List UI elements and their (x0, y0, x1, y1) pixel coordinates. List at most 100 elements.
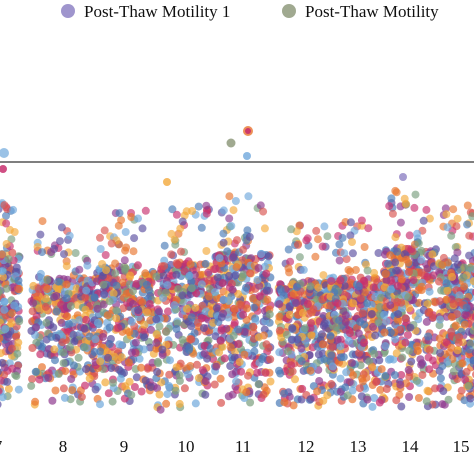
data-point (348, 249, 357, 258)
data-point (114, 323, 123, 332)
data-point (56, 237, 64, 246)
data-point (315, 377, 324, 385)
data-point (0, 305, 9, 314)
data-point (196, 270, 205, 279)
data-point (289, 401, 298, 410)
data-point (328, 362, 337, 371)
data-point (460, 282, 469, 291)
data-point (384, 259, 392, 268)
data-point (469, 326, 474, 335)
data-point (0, 282, 2, 290)
data-point (327, 380, 336, 388)
outlier-point (245, 128, 251, 134)
data-point (218, 279, 227, 287)
data-point (341, 311, 350, 320)
data-point (0, 358, 7, 367)
data-point (36, 269, 45, 278)
data-point (104, 389, 113, 398)
data-point (10, 228, 19, 236)
data-point (14, 276, 23, 285)
data-point (77, 392, 86, 401)
data-point (140, 320, 149, 329)
data-point (96, 400, 104, 409)
data-point (382, 276, 391, 285)
data-point (309, 305, 318, 314)
data-point (287, 225, 296, 234)
data-point (99, 280, 108, 289)
data-point (93, 318, 102, 327)
data-point (312, 295, 321, 304)
data-point (99, 300, 108, 309)
data-point (327, 277, 336, 286)
data-point (417, 268, 426, 277)
data-point (249, 322, 258, 331)
data-point (152, 344, 161, 353)
data-point (462, 303, 471, 312)
data-point (307, 331, 316, 340)
data-point (461, 310, 470, 319)
data-point (62, 262, 71, 271)
data-point (54, 285, 63, 294)
data-point (264, 344, 273, 353)
data-point (156, 405, 165, 414)
data-point (254, 264, 263, 272)
data-point (211, 288, 219, 297)
data-point (348, 386, 357, 395)
data-point (376, 385, 385, 394)
data-point (134, 214, 142, 223)
data-point (225, 192, 234, 201)
data-point (392, 266, 401, 275)
data-point (306, 282, 315, 291)
data-point (442, 210, 451, 219)
data-point (405, 346, 414, 355)
outlier-point (399, 173, 407, 181)
data-point (453, 346, 462, 355)
data-point (397, 371, 406, 379)
data-point (405, 372, 414, 381)
data-point (465, 231, 474, 240)
data-point (417, 255, 426, 264)
data-point (457, 386, 466, 395)
data-point (246, 398, 255, 407)
data-point (129, 287, 137, 296)
data-point (32, 323, 41, 332)
data-point (132, 279, 141, 288)
data-point (239, 270, 248, 279)
data-point (327, 351, 336, 360)
data-point (349, 371, 357, 380)
data-point (216, 374, 225, 383)
data-point (215, 348, 224, 357)
data-point (453, 214, 462, 223)
data-point (145, 300, 154, 308)
data-point (152, 330, 161, 339)
data-point (201, 377, 210, 386)
data-point (348, 238, 356, 246)
data-point (248, 294, 257, 303)
data-point (112, 306, 121, 315)
data-point (82, 365, 90, 374)
data-point (381, 342, 390, 351)
data-point (449, 205, 458, 214)
data-point (135, 354, 144, 363)
data-point (253, 276, 262, 284)
data-point (170, 301, 179, 310)
data-point (188, 207, 197, 215)
data-point (393, 282, 402, 290)
data-point (396, 380, 405, 389)
data-point (152, 272, 161, 281)
data-point (384, 355, 393, 364)
data-point (275, 366, 283, 375)
data-point (168, 205, 177, 214)
data-point (185, 343, 194, 352)
data-point (463, 201, 472, 210)
data-point (178, 291, 187, 300)
data-point (323, 391, 332, 400)
data-point (103, 311, 112, 320)
data-point (263, 295, 272, 304)
data-point (0, 342, 1, 347)
data-point (52, 292, 61, 300)
data-point (276, 285, 285, 294)
data-point (259, 390, 268, 399)
data-point (194, 374, 203, 383)
data-point (212, 362, 221, 371)
